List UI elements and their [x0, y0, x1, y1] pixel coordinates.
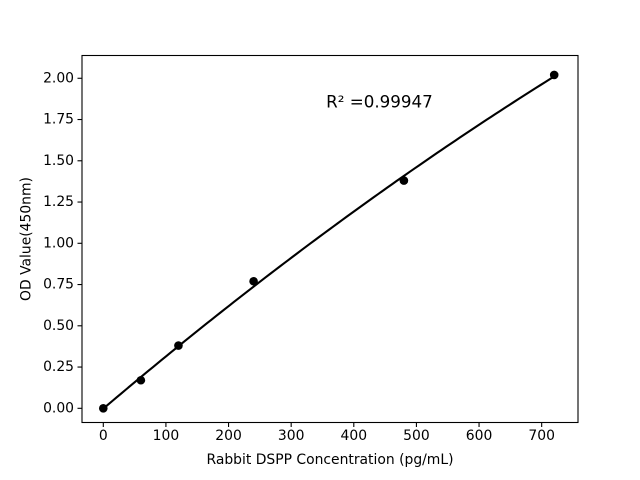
- x-tick-label: 700: [528, 428, 555, 444]
- x-axis: 0 100 200 300 400 500 600 700: [99, 422, 555, 444]
- x-tick-label: 600: [466, 428, 493, 444]
- y-tick-label: 0.00: [43, 400, 74, 416]
- x-tick-label: 100: [153, 428, 180, 444]
- y-tick-label: 1.50: [43, 153, 74, 169]
- data-point: [249, 276, 258, 286]
- x-tick-label: 0: [99, 428, 108, 444]
- y-tick-label: 0.25: [43, 359, 74, 375]
- y-tick-label: 1.25: [43, 194, 74, 210]
- y-tick-label: 2.00: [43, 70, 74, 86]
- plot-border: [81, 54, 579, 424]
- data-point: [549, 70, 559, 80]
- r-squared-annotation: R² =0.99947: [326, 91, 433, 111]
- y-axis: 0.00 0.25 0.50 0.75 1.00 1.25 1.50 1.75 2.00: [43, 70, 82, 416]
- x-tick-label: 200: [215, 428, 242, 444]
- x-axis-label: Rabbit DSPP Concentration (pg/mL): [207, 452, 454, 468]
- data-point: [98, 404, 108, 413]
- x-tick-label: 500: [403, 428, 430, 444]
- data-point: [399, 176, 409, 185]
- y-axis-label: OD Value(450nm): [19, 177, 35, 301]
- y-tick-label: 1.00: [43, 235, 74, 251]
- data-point: [174, 341, 183, 350]
- y-tick-label: 0.75: [43, 277, 74, 293]
- y-tick-label: 1.75: [43, 112, 74, 128]
- x-tick-label: 400: [341, 428, 368, 444]
- x-tick-label: 300: [278, 428, 305, 444]
- data-points: [98, 70, 559, 413]
- y-tick-label: 0.50: [43, 318, 74, 334]
- data-point: [136, 375, 146, 385]
